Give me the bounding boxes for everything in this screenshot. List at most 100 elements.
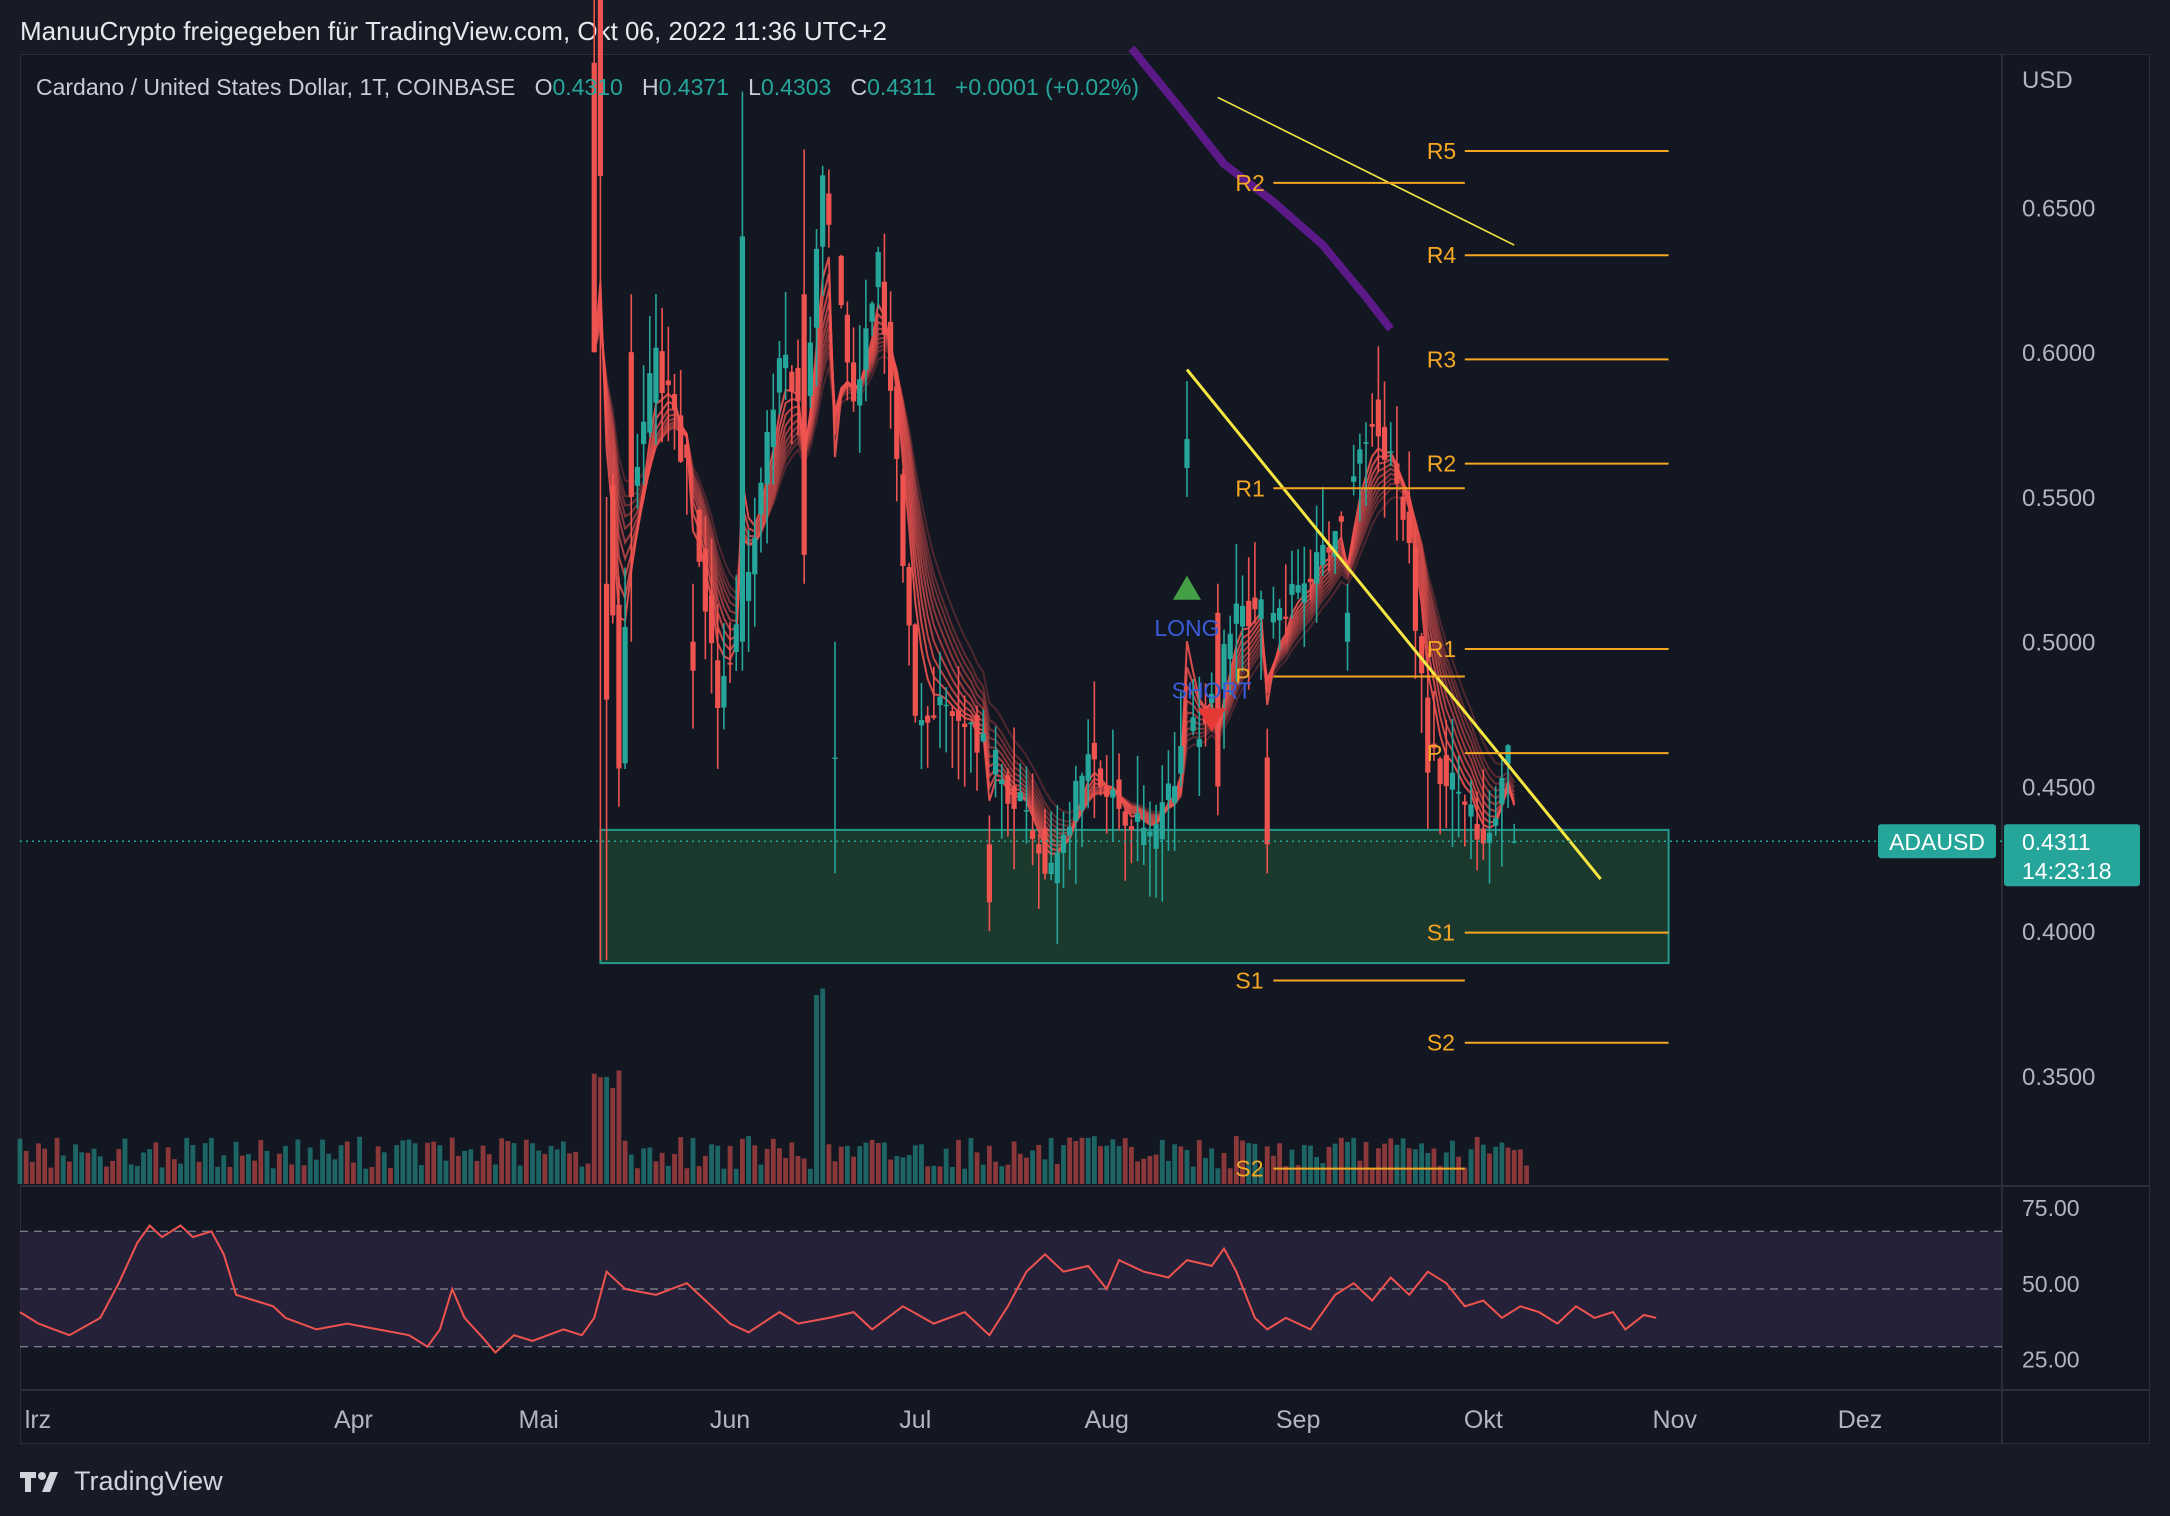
candle-body [943,704,949,707]
volume-bar [66,1161,72,1184]
volume-bar [1024,1157,1029,1184]
time-tick-label: Mai [519,1406,559,1434]
volume-bar [1005,1164,1011,1184]
volume-bar [480,1145,486,1184]
candle-body [801,294,807,555]
volume-bar [1345,1141,1350,1184]
candle-body [1196,738,1202,747]
volume-bar [1141,1158,1147,1184]
volume-bar [1524,1165,1529,1184]
volume-bar [499,1138,505,1184]
ema-line [593,301,1516,844]
candle-body [1060,834,1067,853]
volume-bar [875,1143,881,1184]
ema-line [593,320,1516,831]
volume-bar [746,1136,751,1184]
volume-bar [888,1159,893,1184]
volume-bar [313,1159,319,1184]
volume-bar [517,1165,523,1184]
volume-bar [993,1161,998,1184]
volume-bar [1338,1137,1344,1184]
volume-bar [110,1160,116,1184]
candle-body [1042,828,1048,874]
volume-bar [925,1166,931,1184]
volume-bar [696,1166,702,1184]
volume-bar [17,1138,23,1184]
ema-ribbon [593,256,1516,856]
volume-bar [134,1165,140,1184]
candle-body [1085,754,1091,781]
volume-bar [844,1145,850,1184]
volume-bar [474,1160,480,1184]
candle-body [1048,862,1054,874]
volume-bar [1505,1147,1511,1184]
volume-bar [511,1143,517,1184]
candle-body [665,380,671,386]
volume-bar [141,1152,146,1184]
candle-body [1449,772,1456,790]
candle-body [1468,804,1474,817]
volume-bar [820,988,826,1184]
volume-bar [344,1141,350,1184]
trendline [1185,368,1602,881]
candle-body [634,466,641,486]
candle-body [1091,742,1097,760]
time-tick-label: Jun [710,1406,750,1434]
candle-body [1097,768,1104,787]
candle-body [1172,786,1178,804]
volume-bar [560,1141,566,1184]
candle-body [980,733,986,742]
candle-body [1480,828,1486,844]
volume-bar [388,1168,393,1184]
candle-body [1141,827,1147,846]
volume-bar [777,1148,782,1184]
candle-body [671,394,678,410]
candle-body [1338,516,1344,522]
candle-body [1332,531,1338,557]
candle-body [1227,633,1233,660]
high-value: 0.4371 [658,74,729,100]
volume-bar [740,1138,745,1184]
candle-body [1264,757,1270,845]
volume-bar [1017,1153,1023,1184]
volume-bar [919,1144,924,1184]
candle-body [1276,607,1283,621]
candle-body [1344,612,1351,642]
volume-bar [1246,1143,1252,1184]
time-tick-label: Nov [1653,1406,1698,1434]
candle-body [727,662,733,665]
candle-body [1036,844,1042,854]
candle-body [1178,746,1184,774]
candle-body [925,715,931,723]
rsi-band [20,1231,2002,1347]
volume-bar [1289,1149,1295,1184]
volume-bar [418,1165,424,1184]
candle-body [1283,616,1289,619]
candle-body [869,303,875,322]
volume-bar [505,1141,511,1184]
volume-bar [684,1168,690,1184]
symbol-title: Cardano / United States Dollar, 1T, COIN… [36,74,516,100]
volume-bar [665,1165,671,1184]
volume-bar [357,1136,362,1184]
volume-bar [943,1148,949,1184]
close-label: C [850,74,868,100]
rsi-tick-label: 25.00 [2022,1346,2080,1372]
volume-bar [1431,1148,1437,1184]
ema-line [593,328,1516,815]
volume-bar [727,1145,733,1184]
time-tick-label: lrz [25,1406,51,1434]
volume-bar [159,1167,165,1184]
candle-body [857,379,863,406]
volume-bar [653,1161,659,1184]
volume-bar [1172,1144,1178,1184]
candle-body [641,421,647,445]
candle-body [1437,758,1443,785]
candle-body [1134,813,1141,822]
volume-bar [999,1166,1005,1184]
candle-body [1104,786,1110,797]
volume-bar [264,1150,270,1184]
footer-brand[interactable]: TradingView [20,1466,223,1497]
tradingview-logo-icon [20,1471,58,1492]
